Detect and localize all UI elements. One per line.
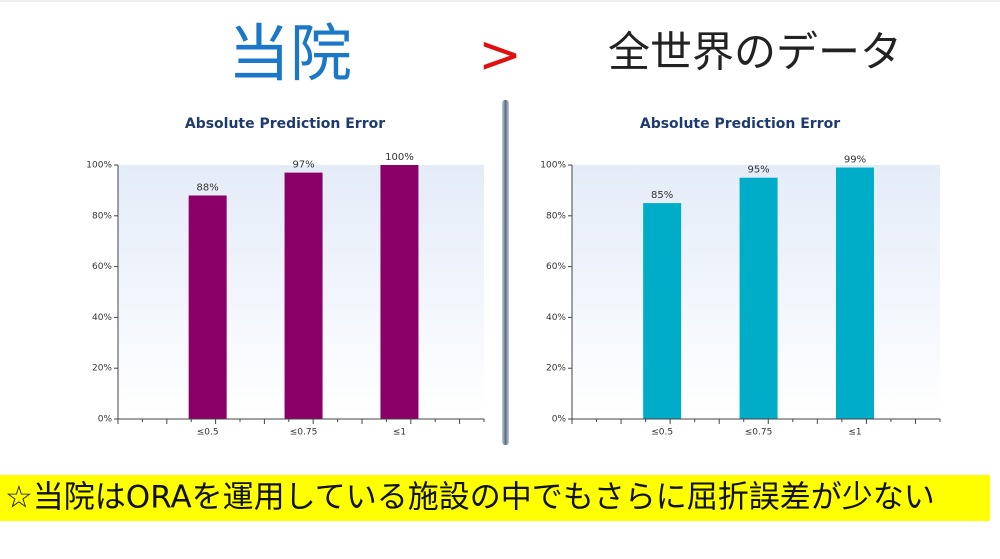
x-tick-label: ≤0.5: [197, 428, 219, 438]
value-label: 85%: [651, 190, 673, 201]
y-tick-label: 60%: [546, 262, 566, 272]
value-label: 95%: [747, 165, 769, 176]
divider: [502, 100, 509, 445]
bar: [835, 167, 874, 419]
value-label: 88%: [197, 182, 219, 193]
y-tick-label: 80%: [546, 211, 566, 221]
x-tick-label: ≤1: [393, 428, 406, 438]
footer-text: ☆当院はORAを運用している施設の中でもさらに屈折誤差が少ない: [5, 480, 935, 516]
y-tick-label: 100%: [86, 161, 112, 171]
bar: [380, 165, 419, 419]
y-tick-label: 80%: [92, 211, 112, 221]
bar: [188, 195, 227, 419]
value-label: 100%: [385, 152, 414, 163]
bar: [284, 172, 323, 419]
bar: [739, 177, 778, 419]
y-tick-label: 40%: [92, 313, 112, 323]
chart-title: Absolute Prediction Error: [640, 116, 840, 132]
footer-bg: [0, 475, 990, 521]
y-tick-label: 60%: [92, 262, 112, 272]
chart-title: Absolute Prediction Error: [185, 116, 385, 132]
y-tick-label: 20%: [546, 364, 566, 374]
header-symbol: >: [478, 25, 522, 85]
y-tick-label: 40%: [546, 313, 566, 323]
header-right: 全世界のデータ: [608, 28, 902, 77]
x-tick-label: ≤0.75: [745, 428, 773, 438]
x-tick-label: ≤0.5: [651, 428, 673, 438]
x-tick-label: ≤1: [848, 428, 861, 438]
y-tick-label: 0%: [98, 415, 113, 425]
x-tick-label: ≤0.75: [290, 428, 318, 438]
bar: [643, 203, 682, 419]
value-label: 97%: [292, 160, 314, 171]
y-tick-label: 20%: [92, 364, 112, 374]
y-tick-label: 0%: [552, 415, 567, 425]
value-label: 99%: [844, 155, 866, 166]
header-left: 当院: [228, 17, 352, 90]
y-tick-label: 100%: [540, 161, 566, 171]
